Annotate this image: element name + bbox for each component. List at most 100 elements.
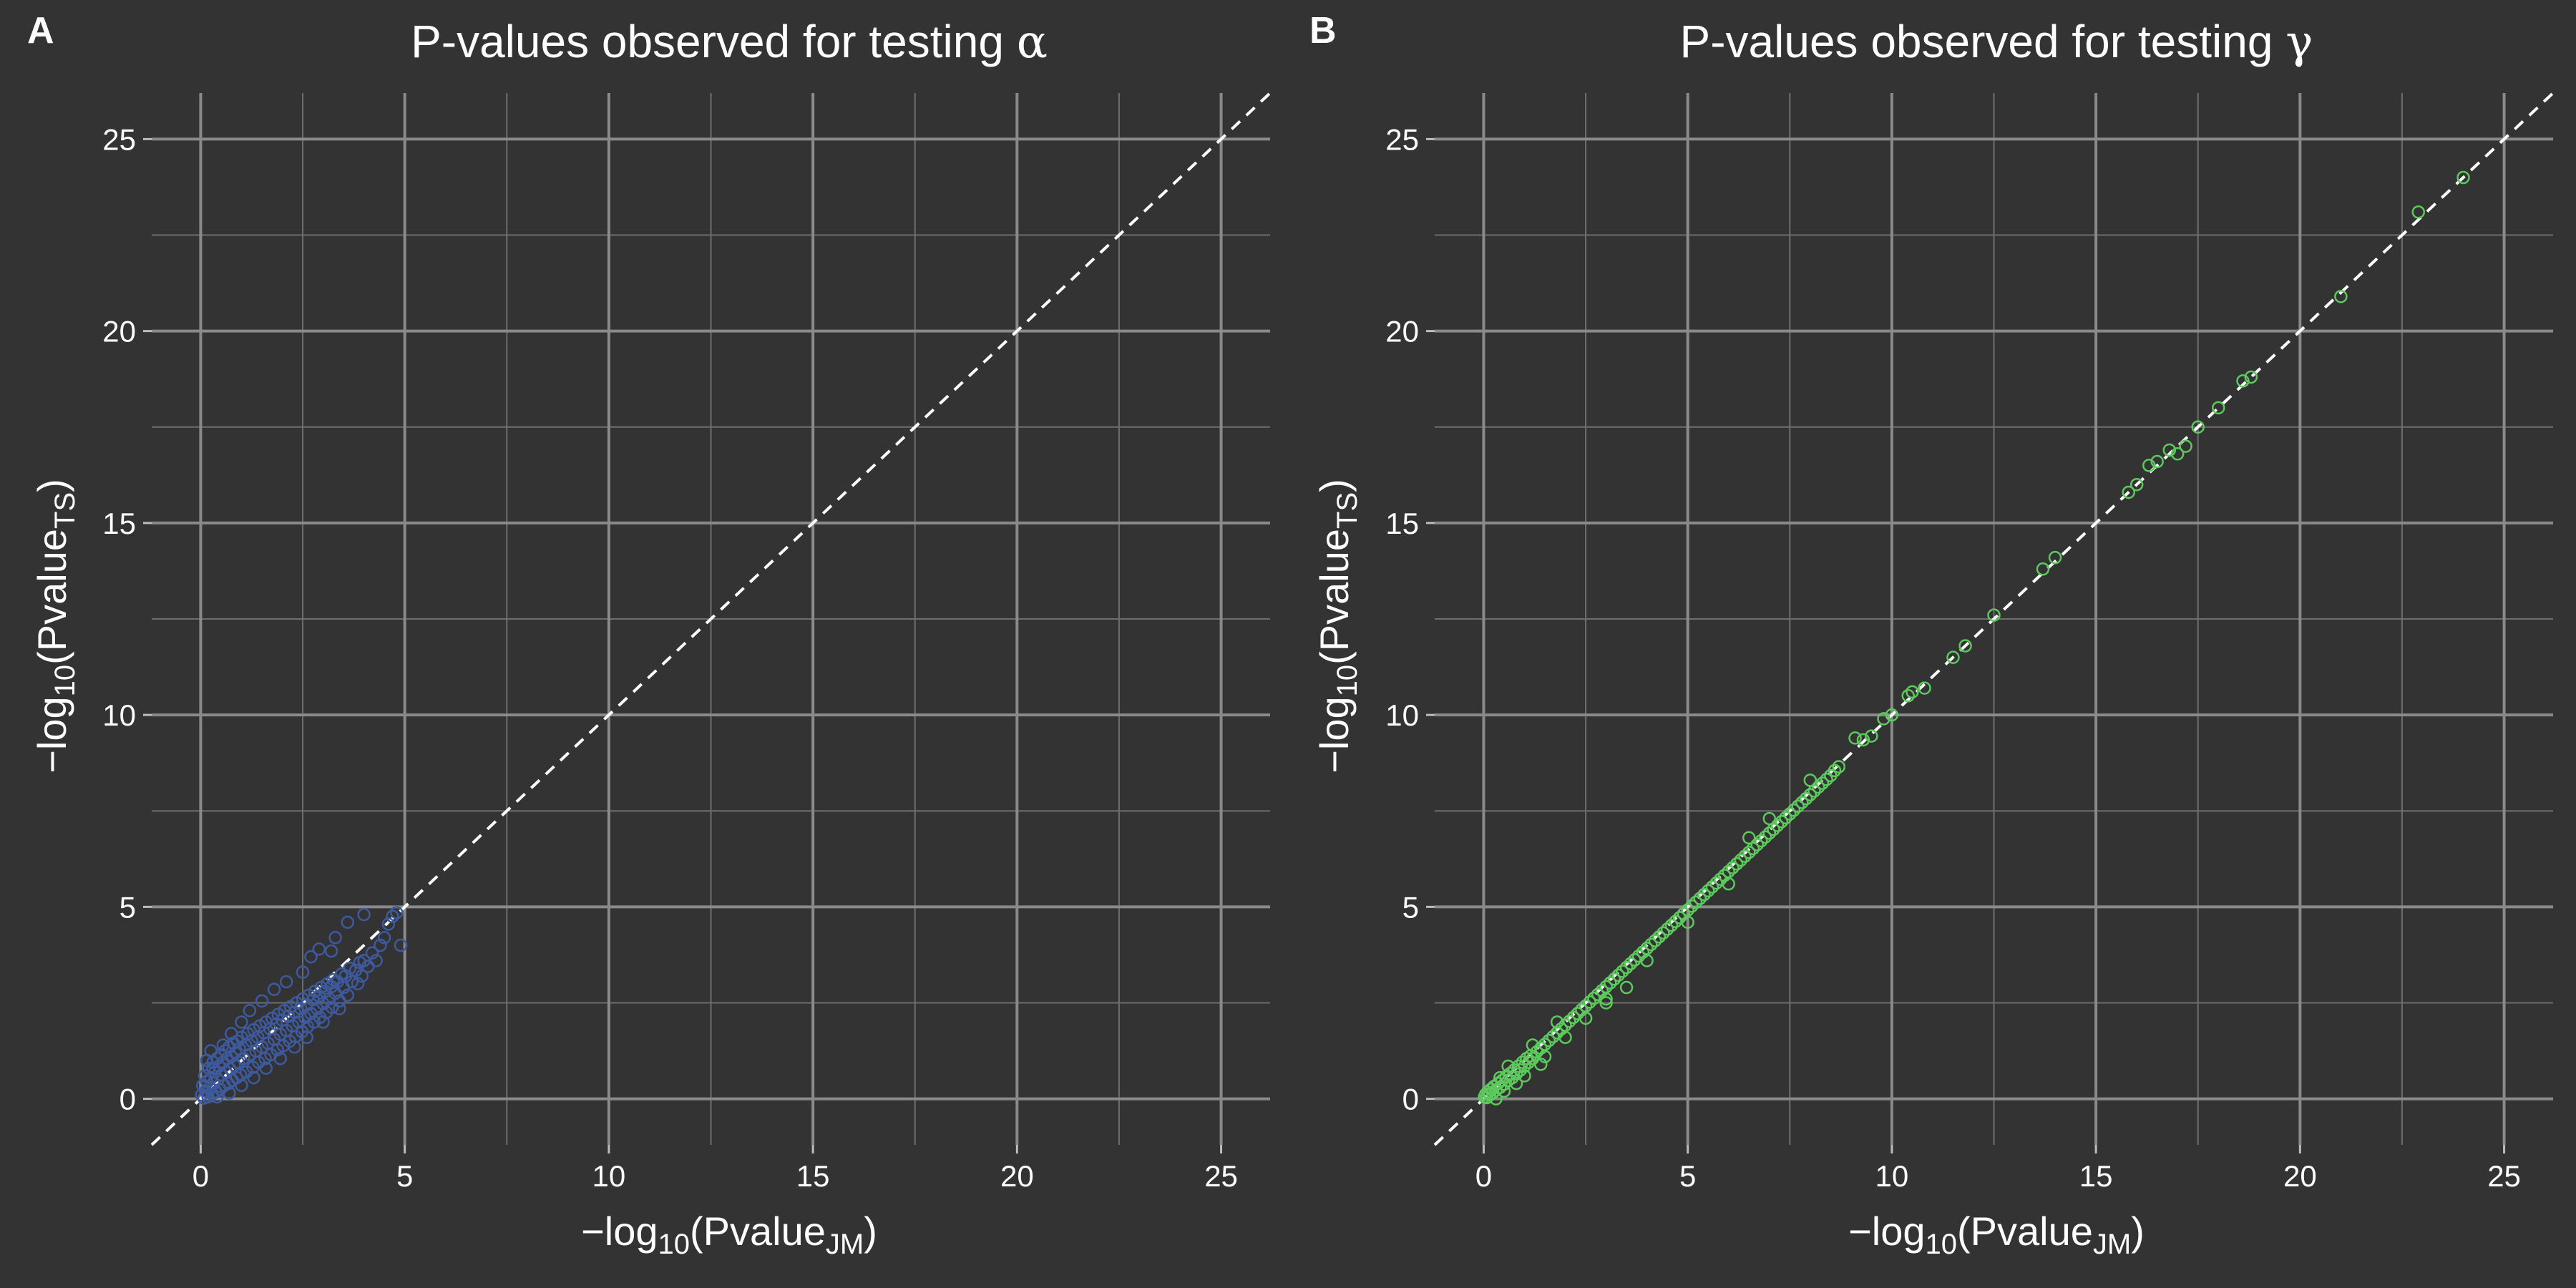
- x-axis-label-b: −log10(PvalueJM): [1848, 1209, 2145, 1260]
- data-point: [328, 931, 342, 945]
- data-point: [1538, 1050, 1552, 1063]
- data-point: [1885, 708, 1899, 722]
- y-axis-label-a: −log10(PvalueTS): [29, 479, 81, 774]
- data-point: [2129, 477, 2144, 492]
- x-tick-label: 10: [592, 1159, 626, 1193]
- data-point: [1489, 1092, 1503, 1106]
- x-tick-label: 0: [1475, 1159, 1492, 1193]
- data-point: [1697, 887, 1711, 902]
- data-point: [2334, 290, 2348, 303]
- data-point: [355, 969, 369, 983]
- data-point: [1958, 639, 1972, 653]
- data-point: [1705, 880, 1719, 894]
- data-point: [1734, 853, 1748, 867]
- data-point: [1652, 930, 1666, 944]
- x-tick-label: 5: [1679, 1159, 1696, 1193]
- data-point: [312, 942, 326, 956]
- data-point: [204, 1044, 218, 1058]
- x-tick-label: 25: [2487, 1159, 2521, 1193]
- panel-b: B P-values observed for testing γ 0 5 10 15…: [1309, 10, 2555, 1260]
- data-point: [1534, 1058, 1548, 1071]
- data-point: [1758, 830, 1772, 844]
- data-point: [381, 917, 396, 931]
- data-point: [1799, 791, 1813, 806]
- data-point: [386, 909, 399, 924]
- data-point: [1770, 819, 1785, 832]
- data-point: [2036, 562, 2050, 576]
- data-point: [1657, 926, 1670, 940]
- data-point: [1579, 1011, 1593, 1025]
- data-point: [1526, 1038, 1540, 1052]
- data-point: [1779, 811, 1792, 825]
- data-point: [369, 954, 383, 967]
- data-point: [1607, 972, 1621, 986]
- data-point: [1762, 811, 1777, 826]
- data-point: [1648, 934, 1662, 947]
- identity-line: [1433, 92, 2555, 1146]
- data-point: [2048, 550, 2062, 565]
- data-point: [247, 1070, 260, 1085]
- x-tick-label: 20: [2283, 1159, 2317, 1193]
- data-point: [325, 1000, 339, 1015]
- data-point: [296, 965, 310, 979]
- y-ticks-b: 0 5 10 15 20 25: [1385, 122, 1435, 1116]
- data-point: [288, 1040, 301, 1054]
- data-point: [1742, 845, 1756, 859]
- data-point: [1750, 838, 1764, 852]
- data-point: [374, 938, 387, 952]
- data-point: [1832, 760, 1845, 774]
- data-point: [1726, 861, 1740, 874]
- data-point: [377, 931, 391, 945]
- data-point: [1689, 895, 1703, 909]
- data-point: [235, 1015, 248, 1029]
- data-point: [255, 994, 269, 1008]
- data-point: [1640, 954, 1654, 967]
- data-point: [1918, 681, 1931, 695]
- data-point: [1583, 995, 1597, 1009]
- data-point: [1518, 1059, 1531, 1073]
- data-point: [345, 975, 358, 989]
- y-ticks-a: 0 5 10 15 20 25: [102, 122, 152, 1116]
- data-point: [1493, 1070, 1507, 1085]
- data-point: [1987, 608, 2001, 622]
- data-point: [1820, 773, 1833, 786]
- data-point: [1783, 807, 1797, 821]
- data-point: [2162, 443, 2177, 457]
- data-point: [1509, 1076, 1523, 1091]
- x-tick-label: 10: [1875, 1159, 1909, 1193]
- data-point: [1550, 1015, 1564, 1029]
- data-point: [343, 961, 356, 975]
- data-point: [324, 944, 338, 958]
- data-point: [2457, 170, 2470, 185]
- data-point: [243, 1003, 257, 1018]
- data-point: [1624, 957, 1638, 971]
- y-tick-label: 15: [1385, 507, 1419, 540]
- data-point: [304, 950, 318, 964]
- reference-line-b: [1433, 92, 2555, 1146]
- data-point: [394, 938, 408, 952]
- data-point: [235, 1078, 248, 1093]
- data-point: [1877, 712, 1890, 726]
- data-point: [1616, 965, 1629, 978]
- data-point: [1828, 763, 1842, 778]
- data-point: [1542, 1033, 1556, 1048]
- data-point: [1558, 1030, 1572, 1045]
- data-point: [1795, 796, 1809, 809]
- data-point: [1509, 1067, 1523, 1080]
- data-point: [1848, 731, 1862, 745]
- reference-line-a: [150, 92, 1272, 1146]
- data-point: [1865, 729, 1878, 743]
- data-point: [341, 915, 355, 930]
- data-point: [216, 1038, 230, 1052]
- y-tick-label: 10: [1385, 698, 1419, 732]
- chart-title-b-symbol: γ: [2285, 16, 2313, 69]
- x-tick-label: 15: [796, 1159, 830, 1193]
- x-tick-label: 15: [2079, 1159, 2113, 1193]
- y-tick-label: 15: [102, 507, 136, 540]
- data-point: [1619, 980, 1634, 995]
- panel-label-a: A: [27, 10, 54, 52]
- x-tick-label: 25: [1204, 1159, 1238, 1193]
- y-tick-label: 5: [119, 890, 136, 924]
